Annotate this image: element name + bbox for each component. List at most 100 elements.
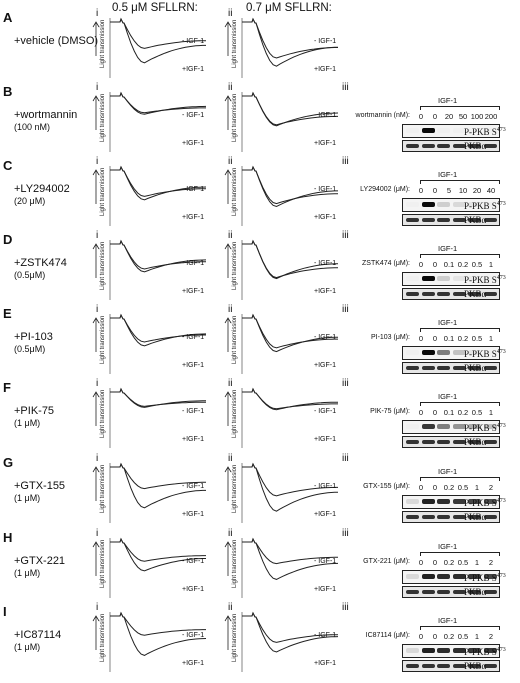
blot-band (452, 515, 466, 519)
blot-band (468, 499, 481, 504)
trace-label-plus: +IGF-1 (182, 214, 204, 221)
trace-label-plus: +IGF-1 (314, 586, 336, 593)
blot-band (406, 292, 419, 296)
dose-value: 0 (432, 334, 438, 343)
igf1-header: IGF-1 (438, 244, 458, 253)
row-letter: H (3, 530, 13, 545)
arrow-head-icon (92, 95, 100, 102)
blot-band (452, 128, 466, 133)
arrow-head-icon (224, 243, 232, 250)
trace-label-plus: +IGF-1 (314, 140, 336, 147)
ppkb-text: P-PKB S (464, 423, 497, 433)
blot-band (406, 218, 419, 222)
western-blot-panel: iii IGF-1 IC87114 (μM): 0 0 0.2 0.5 1 2 P-PKB S47… (338, 602, 520, 678)
figure-row: B +wortmannin (100 nM) i ii Light transmissio… (0, 82, 520, 158)
blot-band (437, 292, 450, 296)
label-i: i (96, 602, 99, 613)
trace-minus-igf1 (242, 387, 338, 410)
y-axis-label: Light transmission (100, 242, 106, 290)
col-i-title: 0.5 μM SFLLRN: (112, 2, 198, 14)
aggregation-trace-i: Light transmission (92, 239, 207, 300)
y-axis-label: Light transmission (100, 316, 106, 364)
igf1-bracket (420, 402, 500, 406)
aggregation-trace-ii: Light transmission (224, 611, 339, 672)
dose-value: 0.5 (457, 632, 469, 641)
dose-value: 0 (418, 186, 424, 195)
blot-band (468, 424, 481, 429)
dose-value: 1 (474, 483, 480, 492)
trace-plus-igf1 (242, 17, 338, 67)
igf1-bracket (420, 106, 500, 110)
blot-band (483, 350, 497, 355)
trace-plus-igf1 (242, 387, 338, 411)
ppkb-text: P-PKB S (464, 573, 497, 583)
blot-band (483, 144, 497, 148)
ppkb-marker: P-PKB S473 (464, 423, 506, 433)
aggregation-trace-ii: Light transmission (224, 91, 339, 152)
aggregation-trace-ii: Light transmission (224, 462, 338, 523)
blot-band (421, 292, 435, 296)
aggregation-trace-i: Light transmission (92, 537, 206, 598)
blot-band (406, 664, 419, 668)
row-letter: D (3, 232, 13, 247)
aggregation-trace-i: Light transmission (92, 611, 207, 672)
dose-value: 40 (486, 186, 496, 195)
blot-band (421, 276, 435, 281)
blot-band (452, 574, 466, 579)
igf1-header: IGF-1 (438, 392, 458, 401)
blot-band (452, 218, 466, 222)
row-letter: C (3, 158, 13, 173)
blot-band (468, 144, 481, 148)
total-pkb-blot (402, 214, 500, 226)
arrow-head-icon (92, 243, 100, 250)
ppkb-text: P-PKB S (464, 647, 497, 657)
y-axis-label: Light transmission (100, 168, 106, 216)
trace-label-plus: +IGF-1 (314, 511, 336, 518)
blot-band (421, 350, 435, 355)
blot-band (483, 218, 497, 222)
blot-band (452, 440, 466, 444)
arrow-head-icon (224, 95, 232, 102)
dose-value: 2 (488, 483, 494, 492)
igf1-header: IGF-1 (438, 170, 458, 179)
trace-label-minus: - IGF-1 (182, 334, 205, 341)
blot-band (421, 424, 435, 429)
trace-label-plus: +IGF-1 (182, 288, 204, 295)
igf1-bracket (420, 180, 500, 184)
trace-label-plus: +IGF-1 (182, 511, 204, 518)
ppkb-residue: 473 (496, 423, 506, 429)
col-ii-title: 0.7 μM SFLLRN: (246, 2, 332, 14)
dose-value: 0.5 (457, 483, 469, 492)
blot-band (421, 664, 435, 668)
dose-value: 0.5 (471, 260, 483, 269)
aggregation-trace-ii: Light transmission (224, 165, 338, 226)
trace-minus-igf1 (110, 387, 206, 407)
y-axis-label: Light transmission (232, 390, 238, 438)
trace-minus-igf1 (110, 537, 206, 562)
trace-plus-igf1 (110, 387, 206, 408)
total-pkb-blot (402, 511, 500, 523)
blot-band (452, 366, 466, 370)
y-axis-label: Light transmission (232, 20, 238, 68)
treatment-label: +vehicle (DMSO) (14, 35, 99, 47)
trace-label-minus: - IGF-1 (314, 558, 337, 565)
blot-band (437, 144, 450, 148)
aggregation-trace-i: Light transmission (92, 17, 206, 78)
ppkb-marker: P-PKB S473 (464, 647, 506, 657)
blot-band (437, 202, 450, 207)
blot-band (437, 366, 450, 370)
label-iii: iii (342, 156, 349, 167)
label-ii: ii (228, 453, 233, 464)
treatment-label: +PI-103 (14, 331, 53, 343)
arrow-head-icon (224, 615, 232, 622)
phospho-pkb-blot (402, 644, 500, 658)
y-axis-label: Light transmission (232, 465, 238, 513)
blot-band (452, 292, 466, 296)
igf1-bracket (420, 477, 500, 481)
trace-label-minus: - IGF-1 (182, 408, 205, 415)
dose-value: 0.2 (443, 483, 455, 492)
figure-row: F +PIK-75 (1 μM) i ii Light transmission - IGF… (0, 378, 520, 454)
blot-band (406, 590, 419, 594)
dose-value: 1 (474, 632, 480, 641)
blot-inhibitor-title: ZSTK474 (μM): (362, 260, 410, 267)
